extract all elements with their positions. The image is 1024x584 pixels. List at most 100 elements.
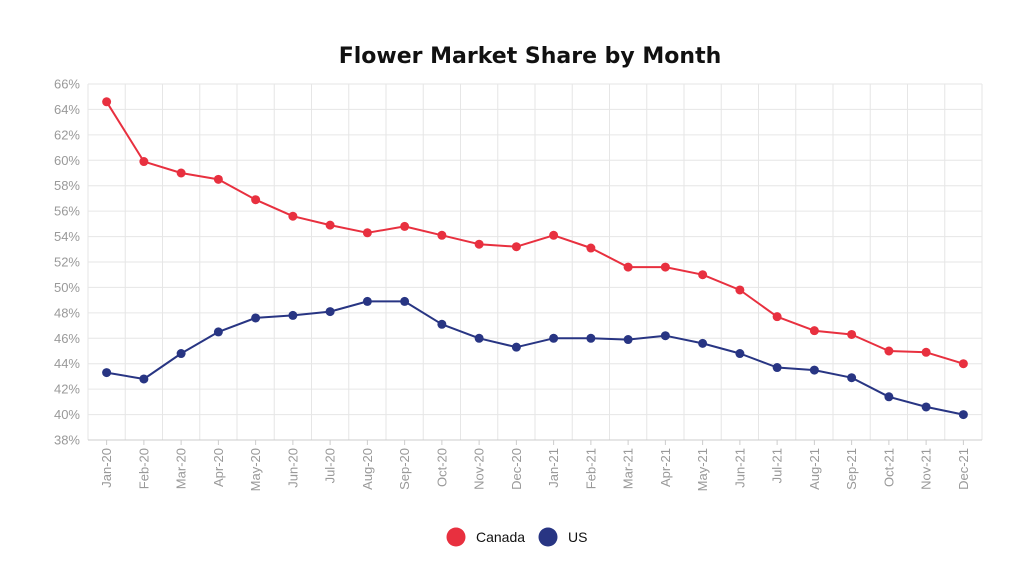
- y-tick-label: 56%: [54, 204, 80, 219]
- data-point: [698, 338, 708, 348]
- x-tick-label: May-20: [248, 448, 263, 491]
- y-tick-label: 48%: [54, 305, 80, 320]
- x-tick-label: Mar-20: [174, 448, 189, 489]
- data-point: [362, 228, 372, 238]
- y-tick-label: 54%: [54, 229, 80, 244]
- data-point: [511, 342, 521, 352]
- y-tick-label: 62%: [54, 127, 80, 142]
- x-tick-label: Jun-21: [732, 448, 747, 488]
- x-tick-label: Sep-20: [397, 448, 412, 490]
- legend-marker: [446, 527, 466, 547]
- data-point: [362, 296, 372, 306]
- y-tick-label: 50%: [54, 280, 80, 295]
- data-point: [586, 333, 596, 343]
- y-tick-label: 46%: [54, 331, 80, 346]
- data-point: [139, 157, 149, 167]
- data-point: [251, 195, 261, 205]
- x-tick-label: Jul-21: [770, 448, 785, 483]
- x-tick-label: Nov-20: [472, 448, 487, 490]
- y-axis: 38% 40% 42% 44% 46% 48% 50% 52% 54% 56% 58% 60% 62% 6…: [54, 77, 80, 448]
- data-point: [474, 239, 484, 249]
- data-point: [213, 327, 223, 337]
- x-tick-label: Feb-21: [583, 448, 598, 489]
- series-canada: [102, 97, 968, 369]
- x-tick-label: Apr-21: [658, 448, 673, 487]
- y-tick-label: 44%: [54, 356, 80, 371]
- data-point: [921, 402, 931, 412]
- chart-title: Flower Market Share by Month: [339, 44, 722, 69]
- series-line: [105, 101, 964, 365]
- data-point: [511, 242, 521, 252]
- x-tick-label: Aug-21: [807, 448, 822, 490]
- series-line: [106, 300, 964, 416]
- x-tick-label: Sep-21: [844, 448, 859, 490]
- data-point: [549, 230, 559, 240]
- data-point: [549, 333, 559, 343]
- data-point: [772, 363, 782, 373]
- data-point: [102, 97, 112, 107]
- data-point: [176, 349, 186, 359]
- x-tick-label: Dec-20: [509, 448, 524, 490]
- data-point: [884, 392, 894, 402]
- data-point: [251, 313, 261, 323]
- data-point: [176, 168, 186, 178]
- x-tick-label: Jan-20: [99, 448, 114, 488]
- y-tick-label: 40%: [54, 407, 80, 422]
- x-tick-label: Aug-20: [360, 448, 375, 490]
- x-tick-label: Apr-20: [211, 448, 226, 487]
- data-point: [437, 230, 447, 240]
- data-point: [437, 319, 447, 329]
- legend-label: Canada: [476, 529, 525, 545]
- x-tick-label: Mar-21: [621, 448, 636, 489]
- x-tick-label: May-21: [695, 448, 710, 491]
- data-point: [623, 262, 633, 272]
- y-tick-label: 58%: [54, 178, 80, 193]
- legend: Canada US: [446, 527, 587, 547]
- series-group: [102, 97, 968, 420]
- data-point: [288, 211, 298, 221]
- y-tick-label: 52%: [54, 255, 80, 270]
- data-point: [213, 174, 223, 184]
- y-tick-label: 66%: [54, 77, 80, 92]
- y-tick-label: 60%: [54, 153, 80, 168]
- x-tick-label: Dec-21: [956, 448, 971, 490]
- data-point: [958, 410, 968, 420]
- x-tick-label: Oct-20: [434, 448, 449, 487]
- data-point: [400, 221, 410, 231]
- x-tick-label: Oct-21: [881, 448, 896, 487]
- legend-marker: [538, 527, 558, 547]
- data-point: [921, 347, 931, 357]
- x-tick-label: Feb-20: [136, 448, 151, 489]
- data-point: [809, 365, 819, 375]
- data-point: [288, 310, 298, 320]
- x-axis: Jan-20 Feb-20 Mar-20 Apr-20 May-20 Jun-20 Jul-…: [88, 439, 982, 491]
- data-point: [847, 373, 857, 383]
- data-point: [623, 335, 633, 345]
- data-point: [139, 374, 149, 384]
- data-point: [847, 329, 857, 339]
- data-point: [400, 296, 410, 306]
- data-point: [102, 368, 112, 378]
- grid: [87, 83, 983, 441]
- x-tick-label: Nov-21: [919, 448, 934, 490]
- data-point: [660, 331, 670, 341]
- data-point: [586, 243, 596, 253]
- data-point: [735, 349, 745, 359]
- data-point: [698, 270, 708, 280]
- x-tick-label: Jun-20: [285, 448, 300, 488]
- data-point: [325, 220, 335, 230]
- data-point: [325, 307, 335, 317]
- series-us: [102, 296, 968, 420]
- data-point: [958, 359, 968, 369]
- x-tick-label: Jan-21: [546, 448, 561, 488]
- legend-label: US: [568, 529, 587, 545]
- y-tick-label: 64%: [54, 102, 80, 117]
- data-point: [474, 333, 484, 343]
- data-point: [809, 326, 819, 336]
- y-tick-label: 38%: [54, 433, 80, 448]
- data-point: [735, 285, 745, 295]
- y-tick-label: 42%: [54, 382, 80, 397]
- data-point: [772, 312, 782, 322]
- x-tick-label: Jul-20: [323, 448, 338, 483]
